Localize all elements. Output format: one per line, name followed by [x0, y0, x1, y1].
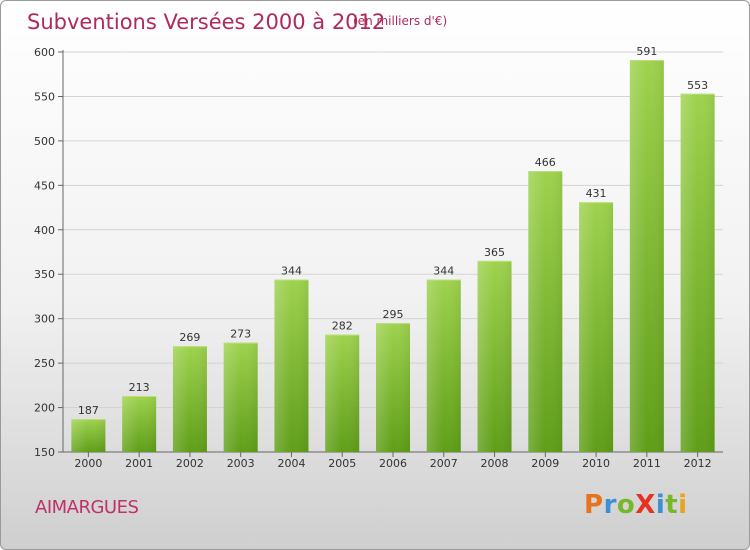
logo-letter: o [616, 490, 636, 520]
y-tick-label: 500 [34, 135, 55, 148]
bar-highlight [223, 342, 258, 452]
bar-highlight [477, 260, 512, 452]
logo-letter: X [635, 490, 656, 520]
y-tick-label: 200 [34, 402, 55, 415]
value-label: 466 [535, 156, 556, 169]
x-tick-label: 2008 [481, 457, 509, 470]
value-label: 344 [433, 265, 454, 278]
commune-name: AIMARGUES [35, 497, 139, 518]
value-label: 553 [687, 79, 708, 92]
x-tick-label: 2004 [277, 457, 305, 470]
y-tick-label: 300 [34, 313, 55, 326]
value-label: 344 [281, 265, 302, 278]
bar-highlight [579, 202, 614, 452]
value-label: 591 [636, 45, 657, 58]
value-label: 431 [586, 187, 607, 200]
bar-highlight [274, 279, 309, 452]
logo-letter: P [584, 490, 604, 520]
bar-highlight [172, 346, 207, 452]
logo-letter: r [603, 490, 617, 520]
bar-highlight [325, 334, 360, 452]
y-tick-label: 350 [34, 268, 55, 281]
logo-letter: t [665, 490, 679, 520]
x-tick-label: 2002 [176, 457, 204, 470]
x-tick-label: 2007 [430, 457, 458, 470]
value-label: 295 [383, 308, 404, 321]
x-tick-label: 2005 [328, 457, 356, 470]
y-tick-label: 250 [34, 357, 55, 370]
bar-highlight [71, 419, 106, 452]
value-label: 273 [230, 328, 251, 341]
bar-highlight [122, 396, 157, 452]
value-label: 269 [179, 331, 200, 344]
value-label: 365 [484, 246, 505, 259]
value-label: 187 [78, 404, 99, 417]
logo-letter: i [678, 490, 688, 520]
bar-highlight [426, 279, 461, 452]
bar-highlight [376, 323, 410, 452]
value-labels: 187 213 269 273 344 282 295 344 365 466 431 591 553 [78, 45, 708, 417]
chart-subtitle: (en milliers d'€) [353, 14, 448, 28]
bar-highlight [528, 171, 563, 452]
bar-highlight [629, 60, 664, 452]
x-tick-label: 2001 [125, 457, 153, 470]
proxiti-logo: ProXiti [584, 490, 688, 520]
x-tick-label: 2009 [531, 457, 559, 470]
x-tick-label: 2010 [582, 457, 610, 470]
x-tick-label: 2012 [684, 457, 712, 470]
x-tick-label: 2011 [633, 457, 661, 470]
bar-highlight [680, 93, 715, 453]
y-tick-label: 550 [34, 90, 55, 103]
x-tick-label: 2003 [227, 457, 255, 470]
x-tick-label: 2006 [379, 457, 407, 470]
value-label: 282 [332, 320, 353, 333]
bars [71, 60, 715, 453]
y-tick-label: 150 [34, 446, 55, 459]
chart-title: Subventions Versées 2000 à 2012 [27, 10, 386, 34]
y-tick-label: 400 [34, 224, 55, 237]
y-tick-label: 600 [34, 46, 55, 59]
y-tick-label: 450 [34, 179, 55, 192]
axes: 150 200 250 300 350 400 450 500 550 600 2000 2001 20… [34, 46, 723, 470]
x-tick-label: 2000 [74, 457, 102, 470]
logo-letter: i [655, 490, 666, 520]
value-label: 213 [129, 381, 150, 394]
